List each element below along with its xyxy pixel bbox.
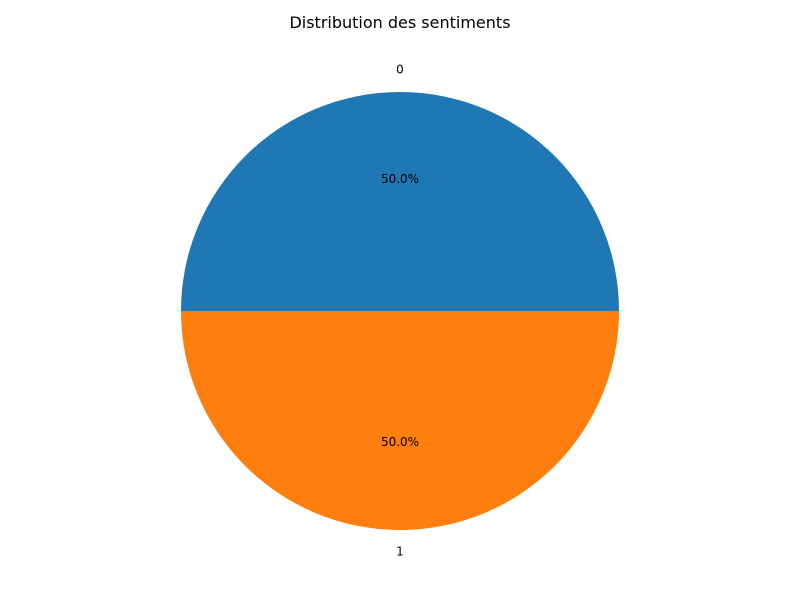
slice-label-0: 0 [396,63,404,77]
slice-percent-1: 50.0% [381,435,419,449]
chart-title: Distribution des sentiments [289,13,511,32]
slice-percent-0: 50.0% [381,172,419,186]
slice-label-1: 1 [396,544,404,558]
pie-slice-1 [181,311,619,530]
pie-slice-0 [181,92,619,311]
